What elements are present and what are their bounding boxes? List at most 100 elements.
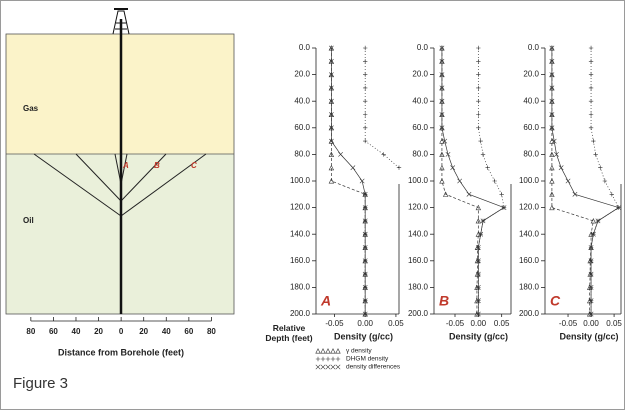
legend-marker [336,357,340,361]
series-line [331,48,365,314]
marker [598,166,602,170]
legend-marker [321,357,325,361]
x-tick-label: 0.05 [494,319,510,328]
x-tick-label: -0.05 [325,319,344,328]
marker [550,205,554,209]
y-tick-label: 180.0 [290,283,311,292]
y-tick-label: 180.0 [519,283,540,292]
marker [476,46,480,50]
y-tick-label: 120.0 [290,203,311,212]
layer-label: Oil [23,216,34,225]
y-tick-label: 40.0 [294,96,310,105]
y-axis-title: Relative Depth (feet) [263,323,315,343]
y-tick-label: 100.0 [519,176,540,185]
legend-marker [336,349,340,353]
y-tick-label: 0.0 [299,43,311,52]
marker [589,59,593,63]
y-tick-label: 140.0 [519,229,540,238]
x-tick-label: 0.05 [606,319,622,328]
y-tick-label: 60.0 [294,123,310,132]
x-axis-title: Density (g/cc) [559,331,618,341]
legend-marker [316,349,320,353]
y-tick-label: 200.0 [408,309,429,318]
marker [589,99,593,103]
marker [589,86,593,90]
marker [589,46,593,50]
x-axis-title: Distance from Borehole (feet) [58,347,184,357]
marker [589,72,593,76]
x-tick-label: 60 [184,327,193,336]
marker [363,99,367,103]
y-tick-label: 40.0 [412,96,428,105]
marker [476,112,480,116]
well-label: A [122,161,129,170]
legend-label: density differences [346,364,401,371]
layer-label: Gas [23,104,39,113]
x-axis-title: Density (g/cc) [334,331,393,341]
marker [566,179,570,183]
figure-canvas: Gas Oil A B C Distance from Borehole (fe… [1,1,624,409]
x-tick-label: 0.00 [471,319,487,328]
y-tick-label: 160.0 [519,256,540,265]
series-line [442,48,478,314]
marker [467,192,471,196]
legend-marker [331,349,335,353]
series-line [478,48,504,314]
y-tick-label: 160.0 [290,256,311,265]
x-axis-title: Density (g/cc) [449,331,508,341]
y-tick-label: 100.0 [290,176,311,185]
y-tick-label: 200.0 [519,309,540,318]
marker [363,126,367,130]
y-tick-label: 80.0 [412,150,428,159]
marker [481,152,485,156]
series-line [552,48,593,314]
well-label: C [191,161,197,170]
x-tick-label: 0.05 [388,319,404,328]
y-tick-label: 120.0 [519,203,540,212]
marker [492,179,496,183]
marker [591,219,595,223]
y-tick-label: 0.0 [417,43,429,52]
marker [603,179,607,183]
x-tick-label: 40 [162,327,171,336]
marker [499,192,503,196]
marker [446,152,450,156]
x-tick-label: 60 [49,327,58,336]
marker [457,179,461,183]
marker [351,166,355,170]
marker [550,139,554,143]
legend-label: DHGM density [346,356,389,363]
y-tick-label: 100.0 [408,176,429,185]
y-tick-label: 140.0 [408,229,429,238]
y-tick-label: 160.0 [408,256,429,265]
x-tick-label: 80 [26,327,35,336]
chart-letter: A [320,293,331,309]
x-tick-label: 0.00 [583,319,599,328]
marker [363,72,367,76]
chart-letter: B [439,293,449,309]
legend-marker [326,365,330,369]
marker [363,112,367,116]
y-tick-label: 140.0 [290,229,311,238]
marker [363,46,367,50]
y-tick-label: 0.0 [528,43,540,52]
marker [593,152,597,156]
legend-marker [321,349,325,353]
y-tick-label: 200.0 [290,309,311,318]
marker [476,72,480,76]
legend-marker [326,357,330,361]
figure-label: Figure 3 [13,375,68,392]
series-line [365,48,399,314]
marker [363,59,367,63]
y-tick-label: 120.0 [408,203,429,212]
figure: Gas Oil A B C Distance from Borehole (fe… [0,0,625,410]
marker [589,112,593,116]
x-tick-label: 80 [207,327,216,336]
marker [338,152,342,156]
well-label: B [154,161,160,170]
marker [591,139,595,143]
x-tick-label: 20 [94,327,103,336]
x-tick-label: 20 [139,327,148,336]
y-tick-label: 40.0 [523,96,539,105]
y-tick-label: 180.0 [408,283,429,292]
